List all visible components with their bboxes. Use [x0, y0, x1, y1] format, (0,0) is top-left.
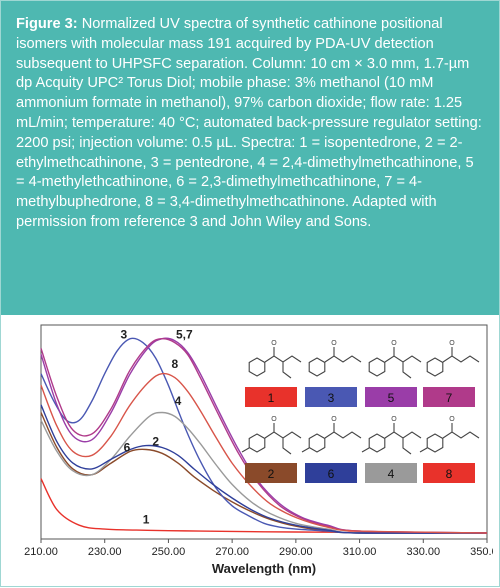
- series-line-8: [40, 372, 488, 534]
- structure-key-box: [365, 463, 417, 483]
- x-axis-label: Wavelength (nm): [212, 561, 316, 576]
- curve-label: 1: [143, 512, 150, 526]
- svg-text:O: O: [331, 416, 337, 423]
- structure-key-box: [245, 387, 297, 407]
- structure-key-label: 5: [388, 391, 395, 405]
- uv-spectra-chart: O 1 O 3 O 5 O 7 O 2 O 6 O 4 O 8 210.00 230.00 250.00 270.0…: [24, 324, 500, 576]
- structure-drawing: O: [241, 416, 302, 455]
- curve-label: 5,7: [176, 328, 193, 342]
- structure-drawing: O: [301, 416, 362, 453]
- structure-key-box: [423, 387, 475, 407]
- chart-area: O 1 O 3 O 5 O 7 O 2 O 6 O 4 O 8 210.00 230.00 250.00 270.0…: [9, 321, 500, 583]
- caption-label: Figure 3:: [16, 16, 78, 32]
- structure-drawing: O: [419, 416, 480, 453]
- structure-key-label: 2: [268, 467, 275, 481]
- structure-drawing: O: [361, 416, 422, 455]
- caption-text: Normalized UV spectra of synthetic cathi…: [16, 16, 482, 230]
- structure-key-box: [423, 463, 475, 483]
- svg-text:O: O: [271, 416, 277, 423]
- series-line-3: [40, 337, 488, 534]
- svg-text:O: O: [391, 340, 397, 347]
- structure-key-box: [305, 463, 357, 483]
- curve-label: 3: [120, 328, 127, 342]
- x-tick-label: 210.00: [24, 546, 58, 558]
- curve-label: 4: [175, 394, 182, 408]
- figure-caption: Figure 3: Normalized UV spectra of synth…: [16, 15, 486, 233]
- x-tick-label: 290.00: [279, 546, 313, 558]
- structure-drawing: O: [426, 340, 480, 377]
- curve-labels: 3 5,7 8 4 6 2 1: [120, 328, 193, 527]
- series-line-6: [40, 404, 488, 534]
- structure-key-label: 1: [268, 391, 275, 405]
- series-line-7: [40, 337, 488, 534]
- x-tick-label: 330.00: [406, 546, 440, 558]
- x-tick-label: 350.00: [470, 546, 493, 558]
- curve-label: 8: [171, 357, 178, 371]
- x-tick-label: 310.00: [343, 546, 377, 558]
- x-tick-label: 270.00: [215, 546, 249, 558]
- structure-key-label: 4: [388, 467, 395, 481]
- structure-key-box: [365, 387, 417, 407]
- series-line-5: [40, 337, 488, 534]
- x-tick-label: 230.00: [88, 546, 122, 558]
- x-tick-label: 250.00: [152, 546, 186, 558]
- structure-drawing: O: [308, 340, 362, 377]
- svg-text:O: O: [449, 340, 455, 347]
- structure-panel: O 1 O 3 O 5 O 7 O 2 O 6 O 4 O 8: [241, 340, 480, 483]
- caption-box: Figure 3: Normalized UV spectra of synth…: [1, 1, 499, 315]
- structure-key-label: 6: [328, 467, 335, 481]
- plot-frame: [40, 324, 488, 540]
- structure-key-label: 8: [446, 467, 453, 481]
- structure-drawing: O: [368, 340, 422, 379]
- svg-text:O: O: [271, 340, 277, 347]
- svg-text:O: O: [449, 416, 455, 423]
- structure-drawing: O: [248, 340, 302, 379]
- curve-label: 6: [124, 440, 131, 454]
- series-line-4: [40, 411, 488, 534]
- x-ticks: 210.00 230.00 250.00 270.00 290.00 310.00 330.…: [24, 539, 500, 558]
- structure-key-label: 7: [446, 391, 453, 405]
- svg-text:O: O: [391, 416, 397, 423]
- curve-label: 2: [152, 435, 159, 449]
- series-layer: [40, 337, 488, 534]
- svg-text:O: O: [331, 340, 337, 347]
- structure-key-box: [245, 463, 297, 483]
- structure-key-box: [305, 387, 357, 407]
- structure-key-label: 3: [328, 391, 335, 405]
